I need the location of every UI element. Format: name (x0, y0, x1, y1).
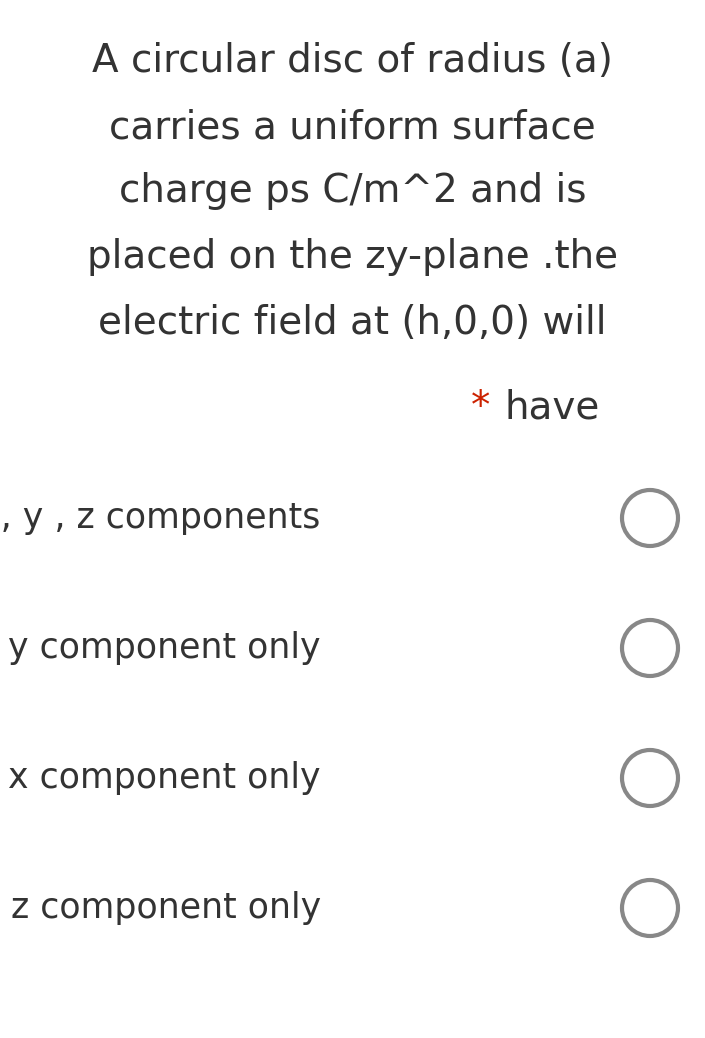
Text: *: * (471, 388, 490, 426)
Text: x, y , z components: x, y , z components (0, 501, 321, 535)
Text: have: have (504, 388, 599, 426)
Text: charge ps C/m^2 and is: charge ps C/m^2 and is (118, 172, 587, 210)
Text: A circular disc of radius (a): A circular disc of radius (a) (92, 42, 613, 80)
Text: z component only: z component only (11, 891, 321, 925)
Text: placed on the zy-plane .the: placed on the zy-plane .the (87, 238, 618, 276)
Text: carries a uniform surface: carries a uniform surface (109, 108, 596, 146)
Text: y component only: y component only (8, 631, 321, 665)
Text: electric field at (h,0,0) will: electric field at (h,0,0) will (98, 304, 607, 342)
Text: x component only: x component only (8, 761, 321, 795)
